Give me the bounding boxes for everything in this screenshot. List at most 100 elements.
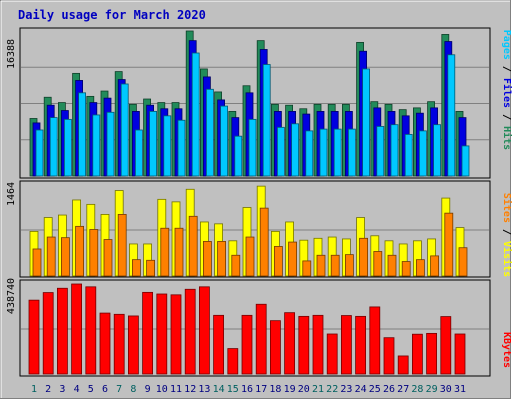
x-tick-label-day-7: 7 [116, 384, 122, 395]
x-tick-label-day-15: 15 [227, 384, 239, 395]
legend-entry-files: Files [501, 78, 512, 108]
bar-pages-day-6 [106, 111, 115, 177]
legend-entry-sites: Sites [501, 193, 512, 223]
bar-pages-day-7 [120, 83, 129, 177]
x-tick-label-day-4: 4 [74, 384, 80, 395]
bar-pages-day-11 [177, 119, 186, 177]
x-tick-label-day-29: 29 [426, 384, 438, 395]
bar-kbytes-day-28 [411, 333, 423, 375]
bar-sites-day-24 [359, 237, 369, 277]
x-tick-label-day-12: 12 [184, 384, 196, 395]
x-tick-label-day-30: 30 [440, 384, 452, 395]
bar-pages-day-20 [305, 130, 314, 177]
bar-sites-day-6 [103, 239, 113, 277]
x-tick-label-day-25: 25 [369, 384, 381, 395]
bar-sites-day-14 [217, 241, 227, 277]
legend-entry-kbytes: KBytes [501, 332, 512, 368]
x-tick-label-day-2: 2 [45, 384, 51, 395]
bar-sites-day-27 [401, 261, 411, 277]
x-tick-label-day-31: 31 [454, 384, 466, 395]
bar-kbytes-day-23 [340, 315, 352, 375]
bar-kbytes-day-18 [269, 320, 281, 375]
bar-kbytes-day-20 [298, 315, 310, 375]
bar-pages-day-19 [291, 123, 300, 177]
chart-title: Daily usage for March 2020 [18, 8, 206, 22]
bar-kbytes-day-16 [241, 314, 253, 375]
bar-kbytes-day-17 [255, 303, 267, 375]
bar-sites-day-31 [458, 247, 468, 277]
bar-kbytes-day-26 [383, 337, 395, 375]
bar-pages-day-23 [347, 128, 356, 177]
bar-sites-day-7 [117, 214, 127, 277]
bar-pages-day-4 [78, 92, 86, 177]
bar-kbytes-day-30 [440, 316, 452, 375]
bar-pages-day-2 [49, 117, 58, 177]
bar-kbytes-day-1 [28, 299, 40, 375]
bar-pages-day-9 [149, 111, 158, 177]
legend-separator: / [501, 108, 512, 126]
legend-3-text: KBytes [501, 332, 512, 368]
bar-sites-day-2 [46, 236, 56, 277]
bar-sites-day-12 [188, 215, 198, 277]
bar-sites-day-1 [32, 248, 42, 277]
bar-sites-day-18 [273, 246, 283, 277]
bar-pages-day-15 [234, 135, 243, 177]
x-tick-label-day-20: 20 [298, 384, 310, 395]
bar-pages-day-29 [433, 124, 442, 177]
bar-sites-day-15 [231, 254, 241, 277]
bar-kbytes-day-4 [71, 283, 82, 375]
bar-kbytes-day-31 [454, 333, 466, 375]
bar-kbytes-day-8 [127, 315, 139, 375]
bar-kbytes-day-15 [227, 348, 239, 375]
legend-1-text: Pages / Files / Hits [501, 30, 512, 150]
bar-sites-day-16 [245, 236, 255, 277]
bar-sites-day-30 [444, 212, 454, 277]
bar-sites-day-19 [288, 241, 298, 277]
bar-kbytes-day-19 [284, 312, 296, 375]
y-max-label-kbytes: 438740 [6, 278, 17, 314]
bar-pages-day-18 [276, 126, 285, 177]
bar-pages-day-10 [163, 115, 172, 177]
bar-sites-day-10 [160, 227, 170, 277]
x-tick-label-day-8: 8 [130, 384, 136, 395]
x-tick-label-day-22: 22 [326, 384, 338, 395]
x-tick-label-day-6: 6 [102, 384, 108, 395]
y-max-label-hits: 16388 [6, 39, 17, 69]
x-tick-label-day-11: 11 [170, 384, 182, 395]
y-max-label-visits: 1464 [6, 182, 17, 206]
bars-group [28, 30, 470, 375]
bar-kbytes-day-12 [184, 288, 196, 375]
bar-kbytes-day-14 [213, 314, 225, 375]
bar-sites-day-8 [131, 259, 141, 277]
legend-separator: / [501, 60, 512, 78]
x-tick-label-day-27: 27 [397, 384, 409, 395]
bar-sites-day-13 [202, 241, 212, 277]
bar-sites-day-4 [75, 225, 84, 277]
bar-kbytes-day-5 [85, 286, 97, 375]
bar-kbytes-day-2 [42, 292, 54, 375]
bar-pages-day-13 [205, 88, 214, 177]
bar-pages-day-30 [447, 54, 456, 177]
x-tick-label-day-16: 16 [241, 384, 253, 395]
x-tick-label-day-21: 21 [312, 384, 324, 395]
bar-pages-day-24 [362, 68, 371, 177]
panel-kbytes [19, 279, 491, 377]
bar-pages-day-26 [390, 124, 399, 177]
bar-pages-day-17 [262, 64, 271, 177]
bar-kbytes-day-6 [99, 312, 111, 375]
bar-kbytes-day-27 [397, 355, 409, 375]
legend-hits-files-pages: Pages / Files / Hits [501, 30, 512, 150]
bar-pages-day-1 [35, 129, 44, 177]
bar-sites-day-29 [430, 255, 440, 277]
legend-2-text: Sites / Visits [501, 193, 512, 277]
bar-sites-day-17 [259, 207, 269, 277]
x-tick-label-day-28: 28 [411, 384, 423, 395]
x-tick-label-day-13: 13 [198, 384, 210, 395]
bar-sites-day-9 [146, 259, 156, 277]
bar-sites-day-26 [387, 254, 397, 277]
bar-pages-day-22 [333, 128, 342, 177]
x-tick-label-day-24: 24 [355, 384, 367, 395]
legend-visits-sites: Sites / Visits [501, 193, 512, 277]
